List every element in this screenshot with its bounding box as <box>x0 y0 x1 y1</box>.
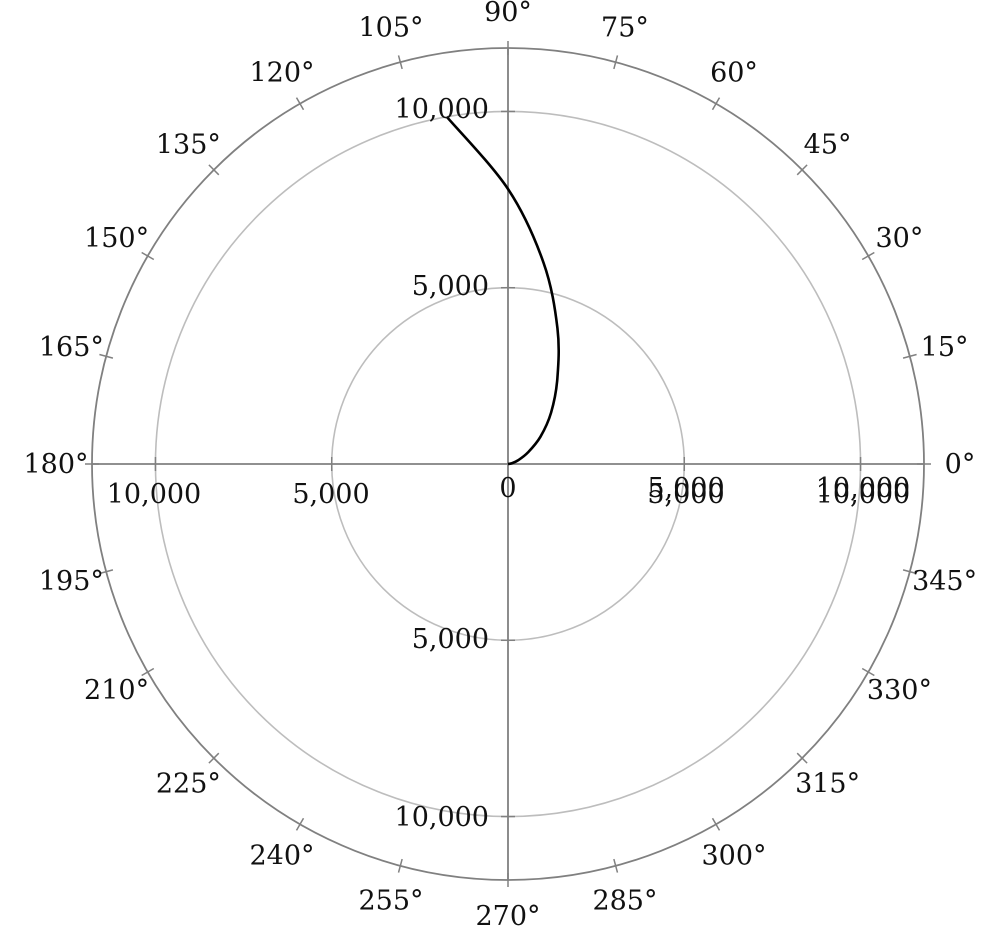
angle-tick <box>208 164 220 176</box>
angle-tick-label: 270° <box>475 901 540 929</box>
radial-tick-label: 5,000 <box>412 624 489 655</box>
radial-tick-label: 10,000 <box>395 94 489 125</box>
angle-tick <box>902 353 917 359</box>
radial-tick-label: 5,000 <box>412 271 489 302</box>
angle-tick <box>613 55 619 70</box>
radial-tick-label: 10,000 <box>107 479 201 510</box>
angle-tick-label: 45° <box>804 129 852 160</box>
angle-tick-layer <box>85 41 931 887</box>
angle-tick-label: 30° <box>876 223 924 254</box>
angle-tick-label: 180° <box>23 449 88 480</box>
angle-tick <box>295 97 305 111</box>
angle-tick-label: 120° <box>249 58 314 89</box>
radial-tick-label: 10,000 <box>395 802 489 833</box>
angle-tick-label: 285° <box>592 886 657 917</box>
radial-tick-label: 10,000 <box>816 473 910 504</box>
angle-tick-label: 255° <box>358 886 423 917</box>
angle-tick-label: 210° <box>84 675 149 706</box>
angle-tick-label: 60° <box>710 58 758 89</box>
angle-tick <box>397 55 403 70</box>
radial-tick-label: 0 <box>499 473 516 504</box>
radial-tick-label: 5,000 <box>292 479 369 510</box>
angle-tick <box>208 752 220 764</box>
radial-tick-label: 5,000 <box>647 479 724 510</box>
angle-tick <box>99 569 114 575</box>
angle-tick <box>141 251 155 261</box>
angle-tick-label: 240° <box>249 840 314 871</box>
angle-label-layer: 0° 15° 30° 45° 60° 75° 90° 105° 120° 135° 150° 165°… <box>23 0 977 929</box>
angle-tick-label: 15° <box>921 332 969 363</box>
angle-tick-label: 300° <box>701 840 766 871</box>
angle-tick <box>861 251 875 261</box>
angle-tick-label: 0° <box>945 449 976 480</box>
angle-tick-label: 150° <box>84 223 149 254</box>
angle-tick-label: 225° <box>156 769 221 800</box>
angle-tick <box>902 569 917 575</box>
angle-tick <box>711 97 721 111</box>
angle-tick <box>861 667 875 677</box>
angle-tick <box>796 164 808 176</box>
angle-tick-label: 75° <box>601 12 649 43</box>
angle-tick <box>295 817 305 831</box>
angle-tick <box>99 353 114 359</box>
series-curve <box>445 115 561 466</box>
angle-tick <box>141 667 155 677</box>
angle-tick-label: 345° <box>912 566 977 597</box>
curve-layer <box>445 115 561 466</box>
angle-tick-label: 195° <box>39 566 104 597</box>
angle-tick-label: 165° <box>39 332 104 363</box>
angle-tick <box>711 817 721 831</box>
angle-tick-label: 90° <box>484 0 532 28</box>
angle-tick-label: 105° <box>358 12 423 43</box>
radial-tick-label: 5,000 <box>647 473 724 504</box>
angle-tick <box>397 858 403 873</box>
angle-tick <box>796 752 808 764</box>
angle-tick-label: 330° <box>867 675 932 706</box>
radial-tick-label: 10,000 <box>816 479 910 510</box>
angle-tick-label: 315° <box>795 769 860 800</box>
angle-tick-label: 135° <box>156 129 221 160</box>
angle-tick <box>613 858 619 873</box>
